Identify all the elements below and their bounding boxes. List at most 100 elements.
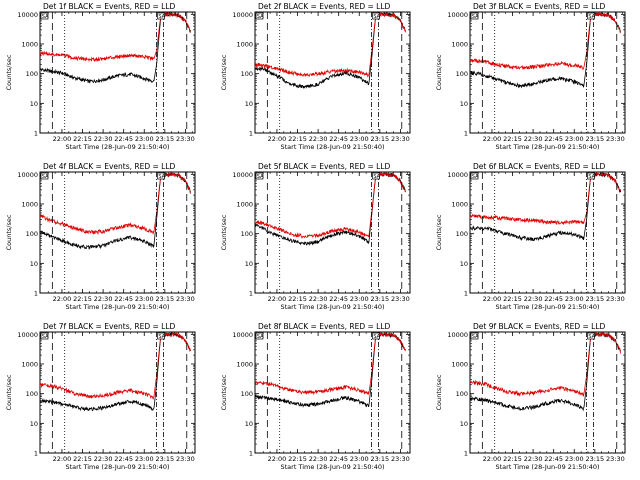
y-tick-label: 10 xyxy=(460,260,468,268)
sa-marker-box xyxy=(470,12,479,20)
x-tick-label: 23:00 xyxy=(135,455,154,463)
x-tick-label: 22:00 xyxy=(268,135,287,143)
y-tick-label: 100 xyxy=(26,390,38,398)
x-tick-label: 22:15 xyxy=(73,295,92,303)
y-tick-label: 100 xyxy=(456,70,468,78)
y-tick-label: 10 xyxy=(245,260,253,268)
y-tick-label: 10000 xyxy=(447,11,468,19)
sa-marker-label: SA xyxy=(373,14,380,20)
x-tick-label: 22:00 xyxy=(483,455,502,463)
x-tick-label: 22:45 xyxy=(114,455,133,463)
y-tick-label: 1000 xyxy=(21,41,38,49)
x-tick-label: 23:00 xyxy=(135,295,154,303)
sa-marker-box xyxy=(40,12,49,20)
x-tick-label: 23:30 xyxy=(606,135,625,143)
plot-frame xyxy=(254,11,411,134)
sa-marker-label: SA xyxy=(472,174,479,180)
y-axis-label: Counts/sec xyxy=(220,214,228,250)
x-tick-label: 23:00 xyxy=(565,135,584,143)
y-tick-label: 100 xyxy=(241,390,253,398)
plot-frame xyxy=(39,331,196,454)
lld-series-line xyxy=(255,12,406,78)
plot-frame xyxy=(254,171,411,294)
x-tick-label: 23:00 xyxy=(350,135,369,143)
plot-frame xyxy=(39,11,196,134)
y-axis-label: Counts/sec xyxy=(5,54,13,90)
lld-series-line xyxy=(255,332,406,396)
events-series-line xyxy=(255,172,406,246)
x-tick-label: 23:15 xyxy=(585,455,604,463)
sa-marker-box xyxy=(40,172,49,180)
plot-frame xyxy=(469,11,626,134)
y-tick-label: 10000 xyxy=(232,171,253,179)
x-tick-label: 22:00 xyxy=(53,135,72,143)
panel-title: Det 4f BLACK = Events, RED = LLD xyxy=(43,162,176,171)
x-tick-label: 23:15 xyxy=(370,135,389,143)
panel-title: Det 2f BLACK = Events, RED = LLD xyxy=(258,2,391,11)
panel-7: Det 7f BLACK = Events, RED = LLD 1 10 100 10… xyxy=(5,322,196,471)
sa-marker-box xyxy=(157,172,165,180)
y-tick-label: 10000 xyxy=(17,171,38,179)
y-tick-label: 1000 xyxy=(451,361,468,369)
x-tick-label: 22:00 xyxy=(53,455,72,463)
x-tick-label: 23:15 xyxy=(155,295,174,303)
panel-title: Det 6f BLACK = Events, RED = LLD xyxy=(473,162,606,171)
lld-series-line xyxy=(470,172,621,226)
x-tick-label: 23:15 xyxy=(155,455,174,463)
sa-marker-box xyxy=(255,12,264,20)
x-tick-label: 22:00 xyxy=(268,295,287,303)
panel-3: Det 3f BLACK = Events, RED = LLD 1 10 100 10… xyxy=(435,2,626,151)
x-tick-label: 23:30 xyxy=(176,455,195,463)
x-tick-label: 23:15 xyxy=(585,295,604,303)
x-tick-label: 22:15 xyxy=(503,135,522,143)
x-tick-label: 23:30 xyxy=(176,295,195,303)
x-tick-label: 22:30 xyxy=(524,135,543,143)
x-tick-label: 22:30 xyxy=(94,295,113,303)
sa-marker-label: SA xyxy=(472,334,479,340)
x-tick-label: 23:30 xyxy=(606,295,625,303)
y-tick-label: 10000 xyxy=(232,331,253,339)
events-series-line xyxy=(470,172,621,242)
panel-title: Det 3f BLACK = Events, RED = LLD xyxy=(473,2,606,11)
sa-marker-label: SA xyxy=(158,334,165,340)
x-axis-label: Start Time (28-Jun-09 21:50:40) xyxy=(66,463,170,471)
x-tick-label: 23:30 xyxy=(391,295,410,303)
sa-marker-box xyxy=(470,172,479,180)
panel-2: Det 2f BLACK = Events, RED = LLD 1 10 100 10… xyxy=(220,2,411,151)
sa-marker-label: SA xyxy=(588,334,595,340)
x-tick-label: 23:00 xyxy=(350,295,369,303)
x-tick-label: 22:00 xyxy=(268,455,287,463)
y-axis-label: Counts/sec xyxy=(220,54,228,90)
y-tick-label: 100 xyxy=(26,70,38,78)
x-tick-label: 22:15 xyxy=(73,455,92,463)
x-tick-label: 22:15 xyxy=(288,135,307,143)
x-tick-label: 23:30 xyxy=(176,135,195,143)
y-tick-label: 1 xyxy=(464,130,468,138)
sa-marker-box xyxy=(372,332,380,340)
x-tick-label: 22:45 xyxy=(329,135,348,143)
y-tick-label: 1 xyxy=(34,130,38,138)
panel-6: Det 6f BLACK = Events, RED = LLD 1 10 100 10… xyxy=(435,162,626,311)
sa-marker-label: SA xyxy=(373,174,380,180)
x-tick-label: 22:00 xyxy=(53,295,72,303)
x-tick-label: 22:15 xyxy=(288,455,307,463)
x-tick-label: 22:45 xyxy=(544,135,563,143)
events-series-line xyxy=(255,332,406,408)
y-axis-label: Counts/sec xyxy=(435,374,443,410)
sa-marker-box xyxy=(255,332,264,340)
y-tick-label: 10 xyxy=(30,420,38,428)
y-tick-label: 10 xyxy=(245,100,253,108)
y-tick-label: 1 xyxy=(464,450,468,458)
panel-1: Det 1f BLACK = Events, RED = LLD 1 10 100 10… xyxy=(5,2,196,151)
panel-title: Det 5f BLACK = Events, RED = LLD xyxy=(258,162,391,171)
x-tick-label: 22:30 xyxy=(94,455,113,463)
x-tick-label: 22:45 xyxy=(114,135,133,143)
y-tick-label: 10 xyxy=(245,420,253,428)
y-tick-label: 1 xyxy=(464,290,468,298)
sa-marker-box xyxy=(372,12,380,20)
y-tick-label: 1000 xyxy=(451,201,468,209)
x-tick-label: 23:15 xyxy=(155,135,174,143)
y-tick-label: 10000 xyxy=(447,331,468,339)
sa-marker-box xyxy=(372,172,380,180)
sa-marker-box xyxy=(587,172,595,180)
